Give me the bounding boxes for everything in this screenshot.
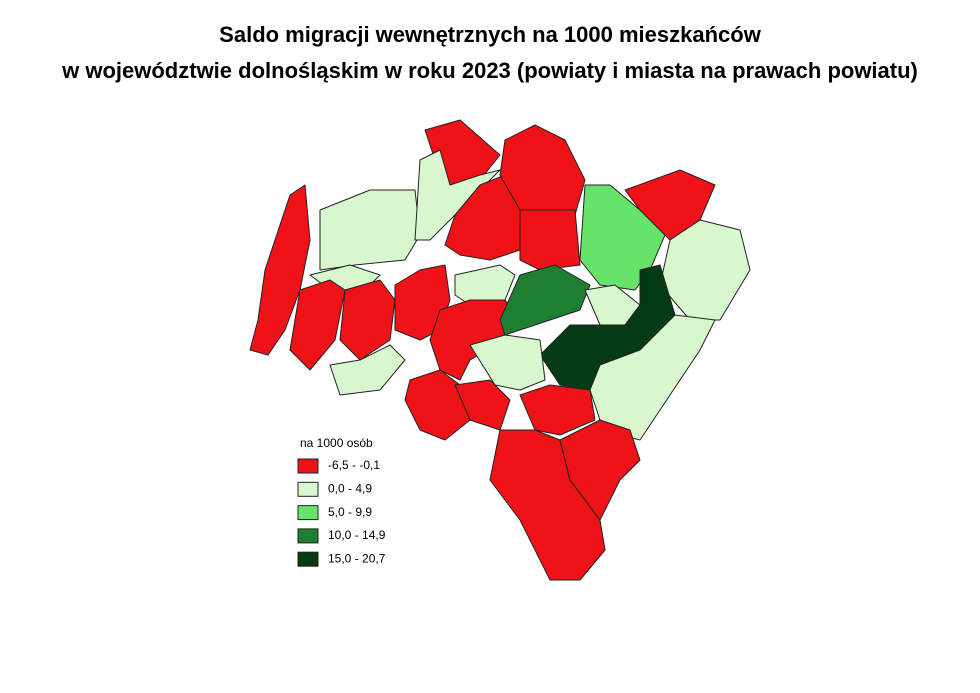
title-line: w województwie dolnośląskim w roku 2023 … <box>61 58 918 83</box>
legend-swatch <box>297 505 319 521</box>
legend-title: na 1000 osób <box>300 436 373 450</box>
legend-label: 10,0 - 14,9 <box>328 528 386 542</box>
legend-label: 0,0 - 4,9 <box>328 481 372 495</box>
legend-swatch <box>297 481 319 497</box>
title-line: Saldo migracji wewnętrznych na 1000 mies… <box>219 22 762 47</box>
legend: na 1000 osób -6,5 - -0,1 0,0 - 4,9 5,0 - 9… <box>297 436 386 567</box>
legend-label: -6,5 - -0,1 <box>328 458 380 472</box>
legend-label: 15,0 - 20,7 <box>328 551 386 565</box>
map <box>249 119 751 581</box>
legend-swatch <box>297 528 319 544</box>
legend-swatch <box>297 551 319 567</box>
legend-label: 5,0 - 9,9 <box>328 505 372 519</box>
legend-swatch <box>297 458 319 474</box>
